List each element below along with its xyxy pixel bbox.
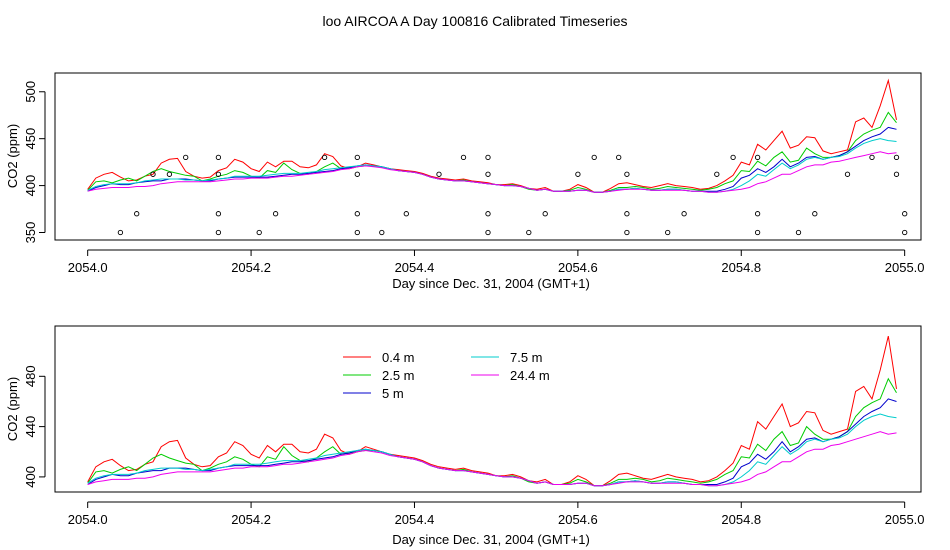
top-plot-frame	[54, 72, 922, 241]
top-series-line-2	[87, 126, 897, 193]
bottom-x-axis: 2054.0 2054.2 2054.4 2054.6 2054.8 2055.0	[68, 501, 925, 527]
top-y-axis: 350 400 450 500	[23, 81, 46, 244]
top-y-tick-label: 350	[23, 222, 38, 244]
point-marker	[150, 171, 156, 177]
bottom-y-axis-label: CO2 (ppm)	[5, 377, 20, 441]
point-marker	[795, 229, 802, 236]
point-marker	[869, 154, 875, 161]
point-marker	[844, 171, 851, 177]
legend-label: 2.5 m	[382, 368, 415, 383]
top-x-tick-label: 2054.2	[231, 260, 271, 275]
point-marker	[893, 154, 900, 161]
top-x-axis-label: Day since Dec. 31, 2004 (GMT+1)	[392, 276, 590, 291]
top-y-tick-label: 500	[23, 81, 38, 103]
bottom-series-line-4	[87, 431, 897, 487]
point-marker	[354, 171, 360, 177]
legend-label: 24.4 m	[510, 368, 550, 383]
bottom-series-line-2	[87, 398, 897, 487]
bottom-y-tick-label: 440	[23, 416, 38, 438]
bottom-x-tick-label: 2054.8	[721, 512, 761, 527]
point-marker	[166, 171, 173, 177]
point-marker	[215, 154, 222, 161]
bottom-plot-frame	[54, 325, 922, 493]
top-panel: 2054.0 2054.2 2054.4 2054.6 2054.8 2055.0 350…	[5, 72, 925, 291]
top-x-tick-label: 2054.8	[721, 260, 761, 275]
top-y-tick-label: 400	[23, 175, 38, 197]
point-marker	[354, 229, 360, 236]
top-point-markers	[117, 154, 908, 236]
legend-label: 5 m	[382, 386, 404, 401]
point-marker	[183, 154, 189, 161]
point-marker	[575, 171, 581, 177]
legend-label: 0.4 m	[382, 350, 415, 365]
bottom-series-lines	[87, 335, 897, 487]
point-marker	[354, 211, 360, 217]
bottom-y-tick-label: 480	[23, 365, 38, 387]
legend-label: 7.5 m	[510, 350, 543, 365]
point-marker	[403, 211, 409, 217]
point-marker	[256, 229, 262, 236]
bottom-series-line-0	[87, 335, 897, 487]
point-marker	[754, 211, 761, 217]
point-marker	[272, 211, 279, 217]
point-marker	[591, 154, 597, 161]
bottom-x-tick-label: 2054.2	[231, 512, 271, 527]
point-marker	[485, 154, 491, 161]
top-series-line-4	[87, 151, 897, 193]
top-x-axis: 2054.0 2054.2 2054.4 2054.6 2054.8 2055.0	[68, 249, 925, 275]
point-marker	[379, 229, 385, 236]
top-x-tick-label: 2054.4	[395, 260, 435, 275]
point-marker	[321, 154, 328, 161]
point-marker	[681, 211, 687, 217]
bottom-x-tick-label: 2055.0	[885, 512, 925, 527]
legend: 0.4 m 2.5 m 5 m 7.5 m 24.4 m	[343, 350, 550, 401]
bottom-y-axis: 400 440 480	[23, 365, 46, 488]
point-marker	[485, 171, 491, 177]
point-marker	[754, 229, 761, 236]
top-x-tick-label: 2055.0	[885, 260, 925, 275]
point-marker	[526, 229, 532, 236]
point-marker	[902, 229, 908, 236]
point-marker	[215, 171, 222, 177]
point-marker	[134, 211, 140, 217]
point-marker	[893, 171, 900, 177]
point-marker	[624, 171, 630, 177]
point-marker	[117, 229, 124, 236]
point-marker	[215, 229, 222, 236]
bottom-x-axis-label: Day since Dec. 31, 2004 (GMT+1)	[392, 532, 590, 547]
point-marker	[624, 211, 630, 217]
point-marker	[436, 171, 442, 177]
point-marker	[485, 211, 491, 217]
point-marker	[754, 154, 761, 161]
top-y-axis-label: CO2 (ppm)	[5, 124, 20, 188]
point-marker	[902, 211, 908, 217]
point-marker	[460, 154, 467, 161]
bottom-x-tick-label: 2054.0	[68, 512, 108, 527]
bottom-y-tick-label: 400	[23, 466, 38, 488]
top-series-lines	[87, 78, 897, 193]
bottom-x-tick-label: 2054.4	[395, 512, 435, 527]
page-title: loo AIRCOA A Day 100816 Calibrated Times…	[322, 13, 627, 29]
point-marker	[665, 229, 671, 236]
point-marker	[714, 171, 720, 177]
point-marker	[354, 154, 360, 161]
point-marker	[485, 229, 491, 236]
point-marker	[624, 229, 630, 236]
top-series-line-0	[87, 78, 897, 193]
bottom-panel: 2054.0 2054.2 2054.4 2054.6 2054.8 2055.0 400…	[5, 325, 925, 547]
top-y-tick-label: 450	[23, 128, 38, 150]
point-marker	[215, 211, 222, 217]
top-x-tick-label: 2054.6	[558, 260, 598, 275]
point-marker	[542, 211, 548, 217]
point-marker	[812, 211, 818, 217]
top-x-tick-label: 2054.0	[68, 260, 108, 275]
bottom-x-tick-label: 2054.6	[558, 512, 598, 527]
point-marker	[730, 154, 736, 161]
point-marker	[616, 154, 622, 161]
